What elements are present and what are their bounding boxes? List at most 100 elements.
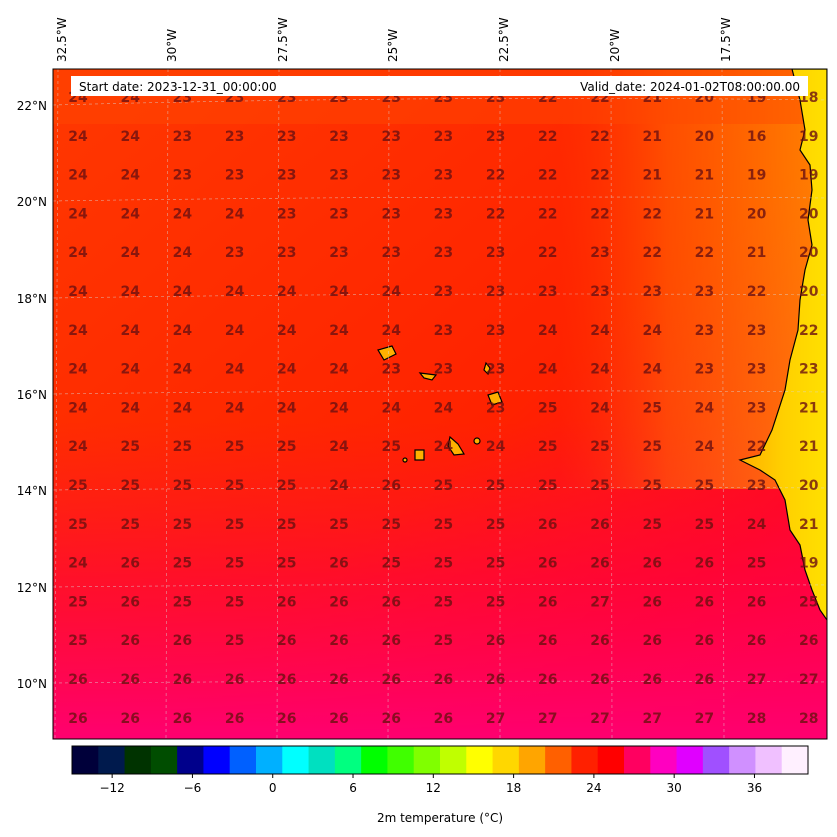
- grid-value: 25: [486, 556, 505, 572]
- grid-value: 25: [590, 439, 609, 455]
- colorbar-swatch: [624, 746, 651, 774]
- grid-value: 22: [590, 206, 609, 222]
- grid-value: 24: [120, 400, 140, 416]
- colorbar-tick-label: −12: [99, 781, 124, 795]
- grid-value: 25: [68, 478, 87, 494]
- grid-value: 25: [381, 556, 400, 572]
- colorbar-ticks: −12 −6 0 6 12 18 24 30 36: [99, 774, 762, 795]
- colorbar-swatch: [361, 746, 389, 774]
- grid-value: 26: [381, 478, 400, 494]
- longitude-labels: 32.5°W 30°W 27.5°W 25°W 22.5°W 20°W 17.5°W: [55, 17, 733, 62]
- grid-value: 21: [642, 129, 661, 145]
- grid-value: 24: [120, 168, 140, 184]
- grid-value: 22: [486, 168, 505, 184]
- grid-value: 24: [695, 439, 715, 455]
- grid-value: 24: [590, 323, 610, 339]
- grid-value: 21: [695, 168, 714, 184]
- grid-value: 23: [434, 245, 453, 261]
- grid-value: 24: [120, 206, 140, 222]
- grid-value: 25: [225, 517, 244, 533]
- grid-value: 24: [173, 206, 193, 222]
- grid-value: 23: [695, 362, 714, 378]
- colorbar-tick-label: 30: [667, 781, 682, 795]
- grid-value: 25: [173, 478, 192, 494]
- grid-value: 22: [590, 129, 609, 145]
- grid-value: 26: [695, 672, 714, 688]
- latitude-label: 22°N: [17, 99, 47, 113]
- date-header: Start date: 2023-12-31_00:00:00 Valid_da…: [71, 76, 808, 96]
- grid-value: 23: [277, 245, 296, 261]
- grid-value: 25: [329, 517, 348, 533]
- grid-value: 25: [120, 439, 139, 455]
- grid-value: 24: [381, 323, 401, 339]
- grid-value: 23: [486, 245, 505, 261]
- grid-value: 22: [538, 245, 557, 261]
- grid-value: 23: [747, 400, 766, 416]
- colorbar-swatch: [308, 746, 336, 774]
- grid-value: 23: [329, 245, 348, 261]
- grid-value: 24: [642, 323, 662, 339]
- grid-value: 20: [799, 206, 819, 222]
- grid-value: 25: [381, 439, 400, 455]
- grid-value: 24: [120, 245, 140, 261]
- grid-value: 23: [538, 284, 557, 300]
- grid-value: 26: [68, 672, 87, 688]
- grid-value: 24: [225, 284, 245, 300]
- grid-value: 24: [225, 400, 245, 416]
- grid-value: 23: [434, 362, 453, 378]
- grid-value: 22: [695, 245, 714, 261]
- latitude-label: 14°N: [17, 484, 47, 498]
- grid-value: 23: [486, 362, 505, 378]
- grid-value: 24: [277, 284, 297, 300]
- grid-value: 23: [486, 323, 505, 339]
- grid-value: 24: [120, 323, 140, 339]
- grid-value: 26: [590, 556, 609, 572]
- colorbar-swatch: [124, 746, 152, 774]
- grid-value: 25: [277, 439, 296, 455]
- latitude-label: 10°N: [17, 677, 47, 691]
- latitude-label: 12°N: [17, 581, 47, 595]
- grid-value: 23: [381, 168, 400, 184]
- colorbar-swatches: [72, 746, 809, 774]
- grid-value: 25: [277, 556, 296, 572]
- grid-value: 25: [695, 517, 714, 533]
- grid-value: 25: [434, 478, 453, 494]
- longitude-label: 22.5°W: [497, 17, 511, 62]
- grid-value: 16: [747, 129, 766, 145]
- colorbar-swatch: [387, 746, 415, 774]
- grid-value: 27: [799, 672, 818, 688]
- valid-date-label: Valid_date: 2024-01-02T08:00:00.00: [580, 80, 800, 94]
- grid-value: 26: [173, 633, 192, 649]
- colorbar-swatch: [229, 746, 257, 774]
- colorbar-swatch: [150, 746, 178, 774]
- grid-value: 25: [173, 594, 192, 610]
- grid-value: 25: [486, 478, 505, 494]
- colorbar-tick-label: 24: [586, 781, 601, 795]
- grid-value: 23: [695, 284, 714, 300]
- grid-value: 27: [642, 711, 661, 727]
- colorbar-tick-label: 12: [426, 781, 441, 795]
- grid-value: 26: [799, 633, 818, 649]
- grid-value: 24: [538, 323, 558, 339]
- grid-value: 23: [381, 245, 400, 261]
- grid-value: 24: [120, 362, 140, 378]
- grid-value: 26: [538, 556, 557, 572]
- colorbar-swatch: [203, 746, 231, 774]
- grid-value: 23: [434, 168, 453, 184]
- grid-value: 22: [747, 284, 766, 300]
- grid-value: 24: [329, 439, 349, 455]
- grid-value: 25: [747, 556, 766, 572]
- grid-value: 27: [486, 711, 505, 727]
- grid-value: 25: [695, 478, 714, 494]
- grid-value: 25: [642, 439, 661, 455]
- grid-value: 23: [434, 206, 453, 222]
- colorbar-swatch: [729, 746, 757, 774]
- grid-value: 24: [277, 400, 297, 416]
- latitude-label: 20°N: [17, 195, 47, 209]
- colorbar-swatch: [282, 746, 310, 774]
- grid-value: 25: [277, 517, 296, 533]
- longitude-label: 30°W: [165, 29, 179, 62]
- grid-value: 26: [747, 633, 766, 649]
- grid-value: 23: [277, 168, 296, 184]
- grid-value: 26: [329, 633, 348, 649]
